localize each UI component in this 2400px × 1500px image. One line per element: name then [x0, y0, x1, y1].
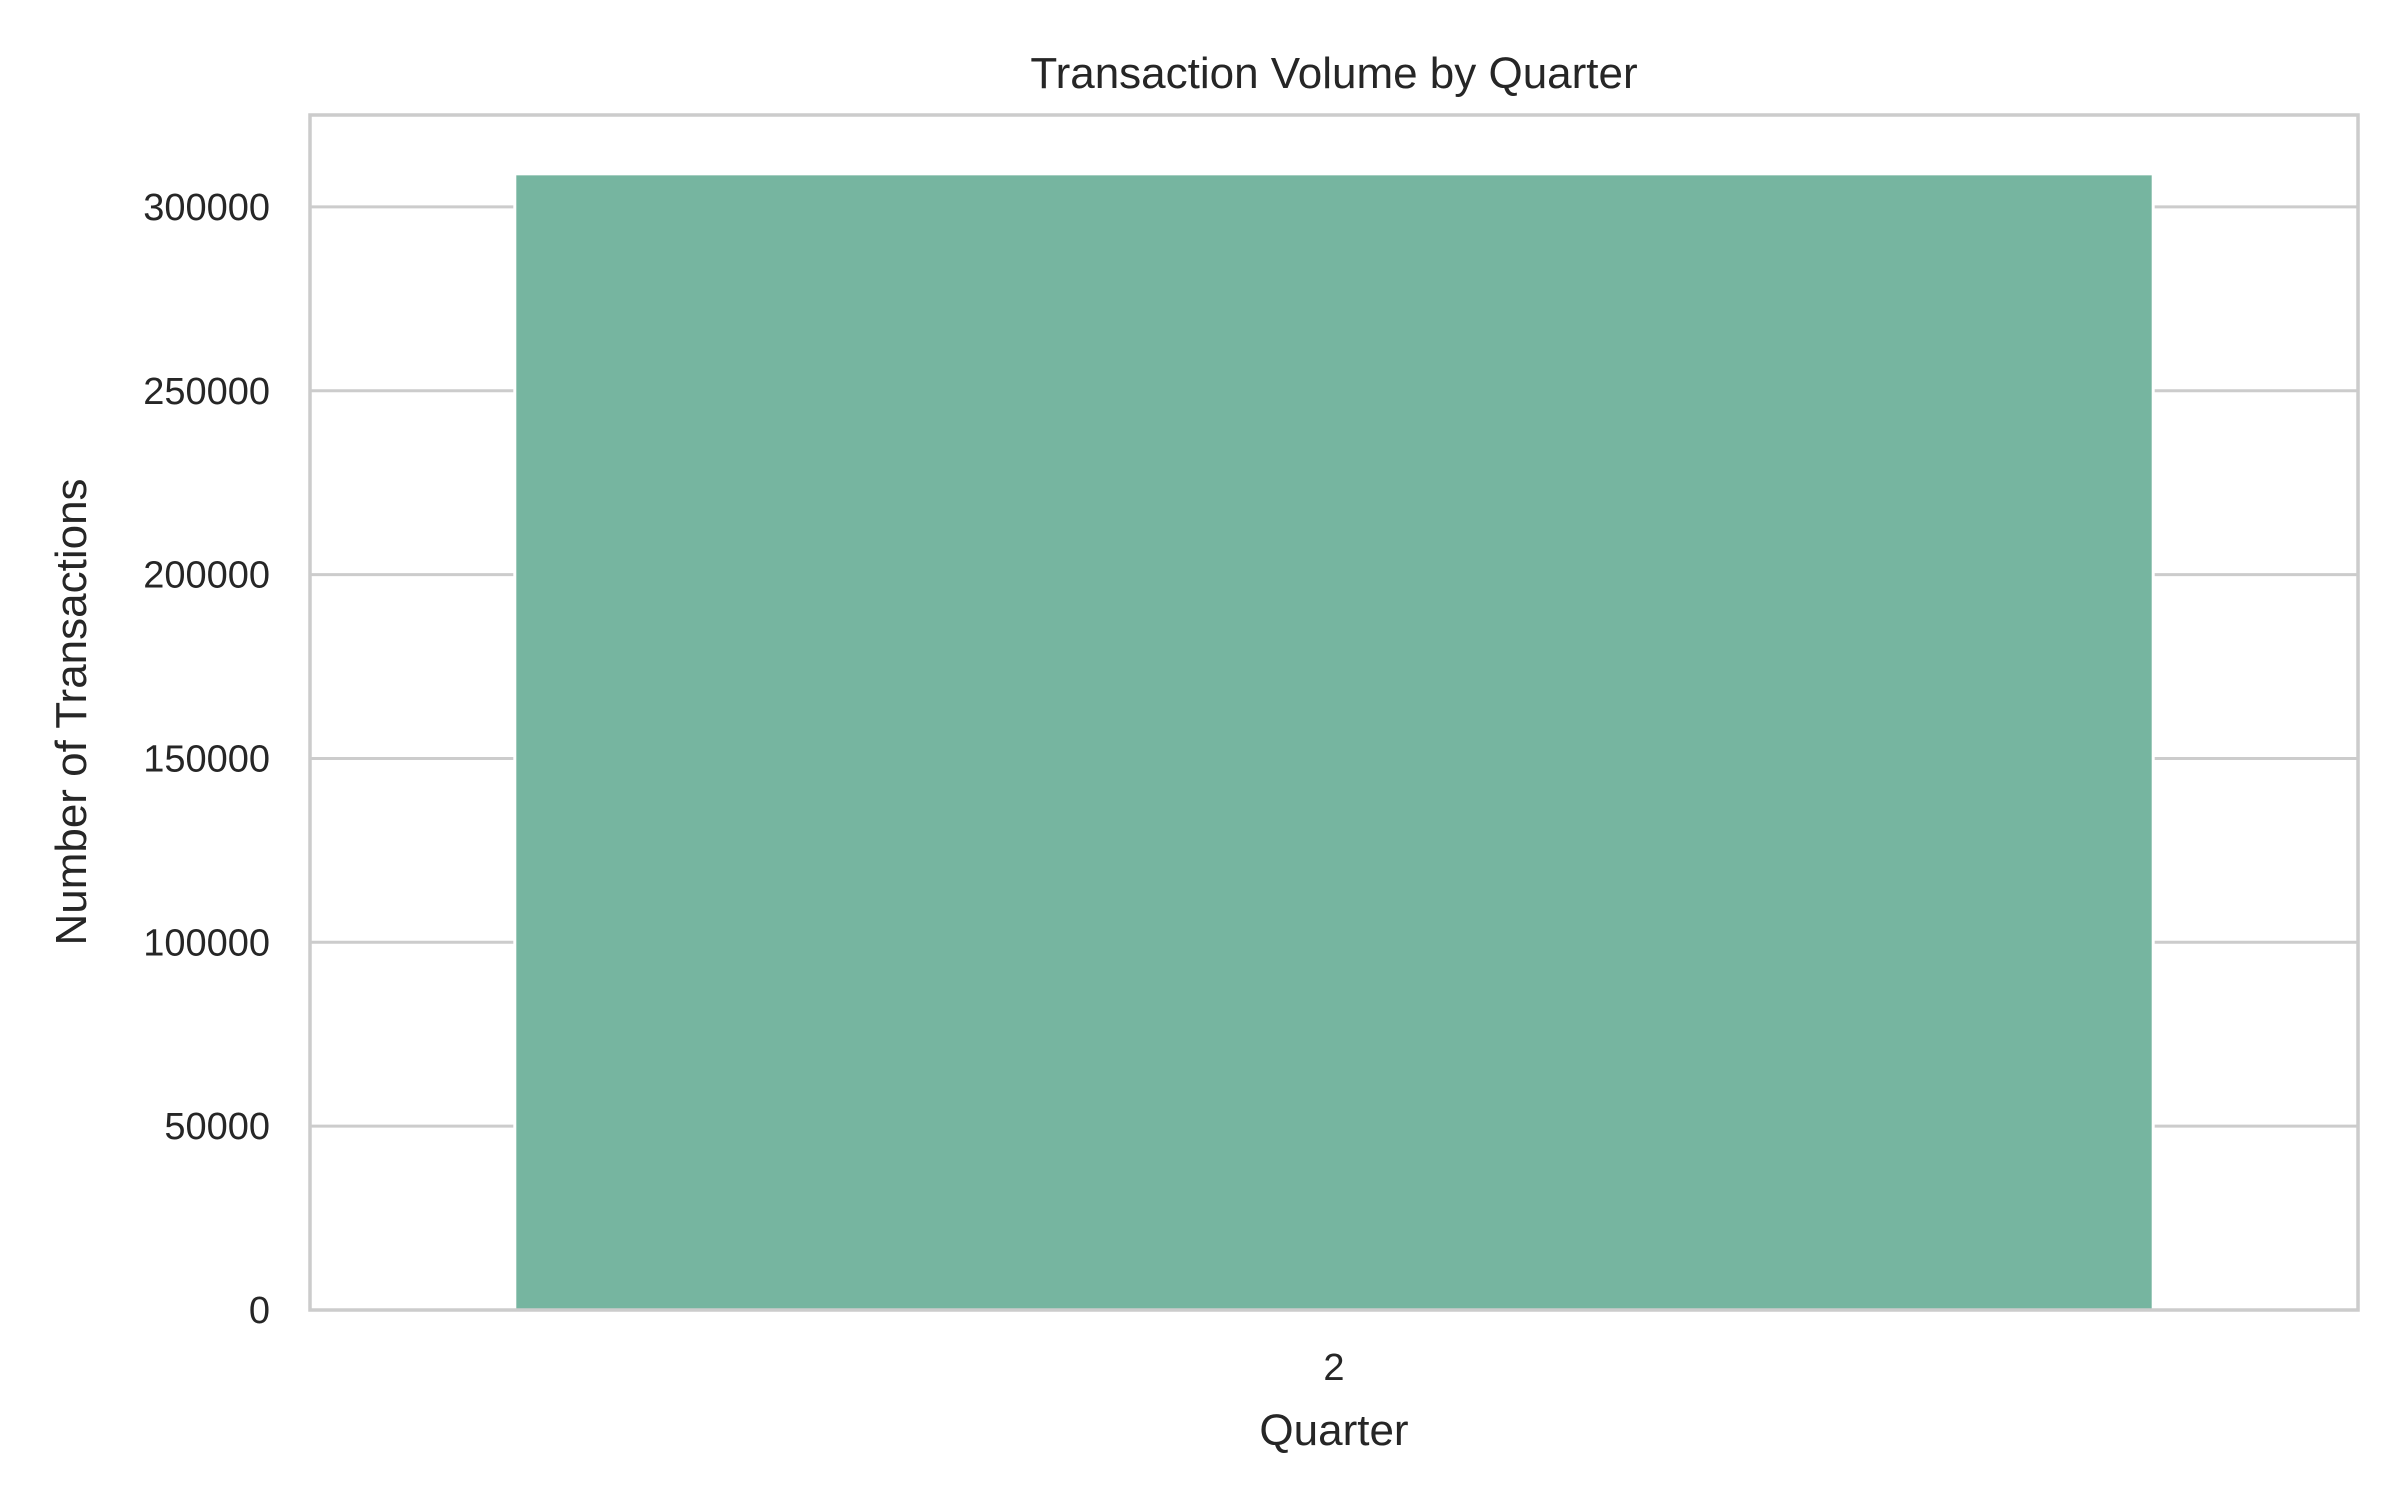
x-axis-label: Quarter — [1259, 1406, 1408, 1455]
y-axis-label: Number of Transactions — [47, 478, 96, 945]
y-tick-label: 250000 — [143, 371, 270, 413]
x-tick-label: 2 — [1323, 1347, 1344, 1389]
y-tick-label: 50000 — [164, 1106, 270, 1148]
chart-title: Transaction Volume by Quarter — [1030, 49, 1637, 98]
y-tick-label: 100000 — [143, 922, 270, 964]
y-tick-label: 300000 — [143, 187, 270, 229]
x-tick-labels: 2 — [1323, 1347, 1344, 1389]
y-tick-label: 200000 — [143, 555, 270, 597]
bars — [513, 172, 2155, 1312]
y-tick-label: 0 — [249, 1290, 270, 1332]
plot-frame — [308, 113, 2360, 1312]
y-tick-labels: 0 50000 100000 150000 200000 250000 300000 — [143, 187, 270, 1332]
bar-2[interactable] — [513, 172, 2155, 1312]
y-tick-label: 150000 — [143, 738, 270, 780]
